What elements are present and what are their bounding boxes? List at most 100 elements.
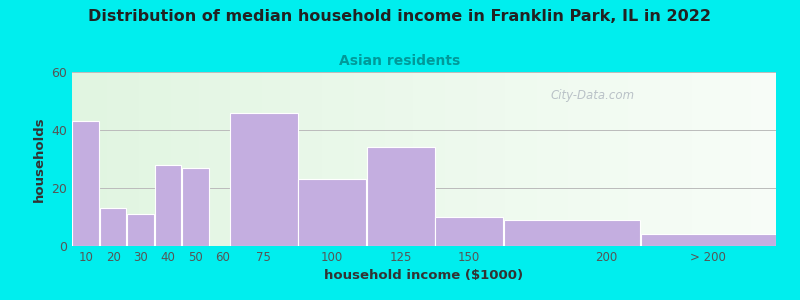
Bar	[333, 72, 336, 246]
Bar	[128, 72, 132, 246]
Bar	[628, 72, 632, 246]
Bar	[230, 72, 234, 246]
Bar	[769, 72, 773, 246]
Bar	[110, 72, 114, 246]
Bar	[248, 72, 251, 246]
Bar	[399, 72, 403, 246]
Bar	[234, 72, 238, 246]
Bar	[354, 72, 357, 246]
Bar	[618, 72, 621, 246]
Bar	[466, 72, 470, 246]
Bar	[97, 72, 100, 246]
Bar	[100, 208, 126, 246]
Bar	[104, 72, 107, 246]
Bar	[431, 72, 434, 246]
Bar	[154, 165, 181, 246]
Bar	[713, 72, 716, 246]
Bar	[223, 72, 227, 246]
Bar	[185, 72, 188, 246]
Bar	[470, 72, 474, 246]
Bar	[142, 72, 146, 246]
Bar	[562, 72, 565, 246]
Bar	[494, 72, 498, 246]
Bar	[641, 234, 775, 246]
Bar	[371, 72, 374, 246]
Bar	[540, 72, 544, 246]
Bar	[462, 72, 466, 246]
Bar	[286, 72, 290, 246]
Bar	[367, 147, 434, 246]
Bar	[656, 72, 660, 246]
Bar	[146, 72, 150, 246]
Bar	[522, 72, 526, 246]
Bar	[93, 72, 97, 246]
Bar	[558, 72, 562, 246]
Bar	[269, 72, 273, 246]
Bar	[614, 72, 618, 246]
Bar	[392, 72, 396, 246]
Bar	[82, 72, 86, 246]
Bar	[590, 72, 593, 246]
Bar	[198, 72, 202, 246]
Bar	[582, 72, 586, 246]
Bar	[290, 72, 294, 246]
Bar	[660, 72, 663, 246]
Bar	[762, 72, 766, 246]
Bar	[512, 72, 515, 246]
Bar	[603, 72, 607, 246]
Bar	[773, 72, 776, 246]
Bar	[206, 72, 210, 246]
Bar	[192, 72, 195, 246]
Bar	[726, 72, 730, 246]
Bar	[638, 72, 642, 246]
Bar	[255, 72, 258, 246]
Bar	[755, 72, 758, 246]
Bar	[410, 72, 414, 246]
Bar	[350, 72, 354, 246]
Bar	[153, 72, 157, 246]
Bar	[575, 72, 579, 246]
Bar	[210, 72, 213, 246]
Bar	[294, 72, 298, 246]
Bar	[681, 72, 685, 246]
Bar	[565, 72, 568, 246]
Bar	[554, 72, 558, 246]
Bar	[73, 121, 99, 246]
Bar	[322, 72, 326, 246]
Bar	[258, 72, 262, 246]
Bar	[213, 72, 216, 246]
Bar	[667, 72, 670, 246]
Bar	[621, 72, 625, 246]
Text: Distribution of median household income in Franklin Park, IL in 2022: Distribution of median household income …	[89, 9, 711, 24]
Bar	[698, 72, 702, 246]
Bar	[160, 72, 163, 246]
Bar	[188, 72, 192, 246]
Bar	[593, 72, 597, 246]
Bar	[509, 72, 512, 246]
Bar	[758, 72, 762, 246]
Bar	[427, 72, 431, 246]
Bar	[182, 168, 209, 246]
Bar	[730, 72, 734, 246]
Bar	[537, 72, 540, 246]
Bar	[308, 72, 311, 246]
Bar	[445, 72, 449, 246]
Bar	[181, 72, 185, 246]
Bar	[530, 72, 533, 246]
Bar	[579, 72, 582, 246]
Bar	[685, 72, 688, 246]
Bar	[364, 72, 368, 246]
Bar	[670, 72, 674, 246]
Bar	[544, 72, 547, 246]
Bar	[368, 72, 371, 246]
Bar	[650, 72, 653, 246]
Bar	[386, 72, 389, 246]
Bar	[434, 72, 438, 246]
Bar	[86, 72, 90, 246]
Bar	[195, 72, 198, 246]
Bar	[170, 72, 174, 246]
Bar	[424, 72, 427, 246]
Bar	[139, 72, 142, 246]
Bar	[723, 72, 726, 246]
Bar	[572, 72, 575, 246]
